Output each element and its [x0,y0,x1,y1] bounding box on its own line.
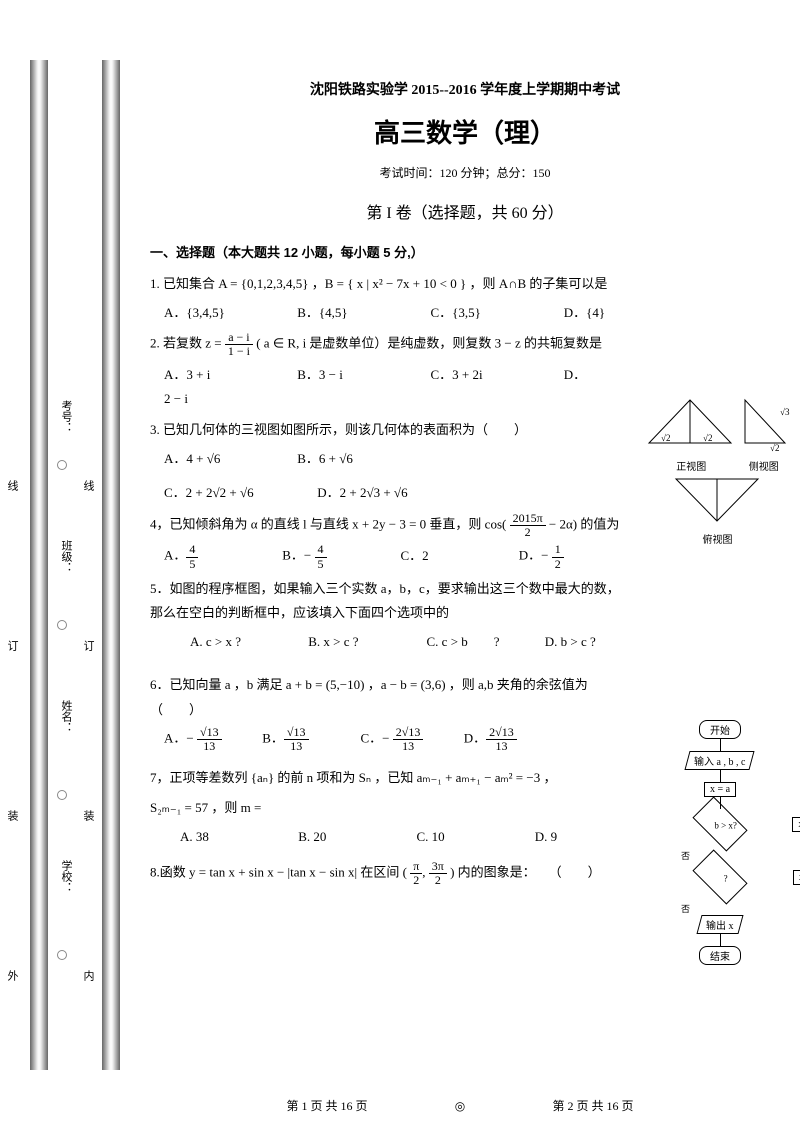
margin-inner-1: 内 [80,970,96,984]
margin-outer-3: 订 [4,640,20,654]
gradient-bar-right [102,60,120,1070]
q7-opt-b: B. 20 [298,825,413,850]
q2-pre: 2. 若复数 z = [150,336,225,351]
q5-stem: 5．如图的程序框图，如果输入三个实数 a，b，c，要求输出这三个数中最大的数，那… [150,577,630,626]
q5-opt-a: A. c > x ? [190,630,305,655]
q3-opt-b: B．6 + √6 [297,447,427,472]
fc-input: 输入 a , b , c [685,751,755,770]
q3-opt-d: D．2 + 2√3 + √6 [317,481,447,506]
side-view-label: 侧视图 [739,458,789,473]
footer-right: 第 2 页 共 16 页 [493,1097,693,1114]
q3-stem: 3. 已知几何体的三视图如图所示，则该几何体的表面积为（ ） [150,418,610,443]
margin-inner-2: 装 [80,810,96,824]
margin-outer-1: 外 [4,970,20,984]
top-view-icon [670,473,765,528]
front-view-label: 正视图 [646,458,736,473]
svg-text:√2: √2 [770,443,779,453]
q6-opt-d: D．2√1313 [464,726,579,753]
margin-inner-3: 订 [80,640,96,654]
fc-decision-1: b > x? [692,796,747,851]
q2-options: A．3 + i B．3 − i C．3 + 2i D． [150,363,780,388]
q4-pre: 4，已知倾斜角为 α 的直线 l 与直线 x + 2y − 3 = 0 垂直，则… [150,517,506,532]
flowchart-figure: 开始 输入 a , b , c x = a b > x? 是 x = b 否 ?… [645,720,795,965]
q6-stem: 6．已知向量 a ，b 满足 a + b = (5,−10) ，a − b = … [150,673,630,722]
side-view-icon: √3 √2 [740,395,792,455]
exam-title: 高三数学（理） [150,109,780,158]
q4-post: − 2α) 的值为 [549,517,619,532]
q4-opt-a: A．45 [164,543,279,570]
q7-opt-a: A. 38 [180,825,295,850]
footer-left: 第 1 页 共 16 页 [227,1097,427,1114]
q4-opt-d: D．− 12 [519,543,634,570]
section-heading: 一、选择题（本大题共 12 小题，每小题 5 分,） [150,241,780,266]
q2-opt-a: A．3 + i [164,363,294,388]
circle-marker [57,950,67,960]
top-view-label: 俯视图 [640,531,795,546]
binding-margin: 外 装 订 线 内 装 订 线 学校： 姓名： 班级： 考号： [0,0,130,1132]
q2-opt-b: B．3 − i [297,363,427,388]
q6-opt-a: A．− √1313 [164,726,259,753]
q4-options: A．45 B．− 45 C．2 D．− 12 [150,543,780,570]
q1-opt-a: A．{3,4,5} [164,301,294,326]
fc-assign-c: x = c [793,870,800,885]
q1-options: A．{3,4,5} B．{4,5} C．{3,5} D．{4} [150,301,780,326]
q6-opt-c: C．− 2√1313 [361,726,461,753]
field-class: 班级： [58,540,74,573]
part-title: 第 I 卷（选择题，共 60 分） [150,199,780,229]
q1-opt-c: C．{3,5} [431,301,561,326]
q4-fraction: 2015π 2 [510,512,546,539]
exam-meta: 考试时间：120 分钟；总分：150 [150,162,780,185]
q2-fraction: a − i 1 − i [225,331,253,358]
q3-opt-c: C．2 + 2√2 + √6 [164,481,314,506]
fc-output: 输出 x [697,915,744,934]
q1-opt-b: B．{4,5} [297,301,427,326]
svg-text:√3: √3 [780,407,790,417]
q1-opt-d: D．{4} [564,301,694,326]
footer-mid: ◎ [430,1099,490,1114]
q5-opt-d: D. b > c ? [545,630,660,655]
field-examno: 考号： [58,400,74,433]
q1-stem: 1. 已知集合 A = {0,1,2,3,4,5} ，B = { x | x² … [150,272,780,297]
fc-start: 开始 [699,720,741,739]
q2-stem: 2. 若复数 z = a − i 1 − i ( a ∈ R, i 是虚数单位）… [150,331,780,358]
circle-marker [57,460,67,470]
q2-post: ( a ∈ R, i 是虚数单位）是纯虚数，则复数 3 − z 的共轭复数是 [256,336,602,351]
three-views-figure: √2 √2 √3 √2 正视图 侧视图 俯视图 [640,395,795,546]
margin-inner-4: 线 [80,480,96,494]
q2-opt-d: D． [564,363,694,388]
q5-opt-b: B. x > c ? [308,630,423,655]
q7-opt-c: C. 10 [417,825,532,850]
fc-assign-1: x = a [704,782,736,797]
fc-end: 结束 [699,946,741,965]
q2-opt-c: C．3 + 2i [431,363,561,388]
circle-marker [57,790,67,800]
margin-outer-2: 装 [4,810,20,824]
circle-marker [57,620,67,630]
field-name: 姓名： [58,700,74,733]
q4-opt-b: B．− 45 [282,543,397,570]
front-view-icon: √2 √2 [643,395,738,455]
exam-header-1: 沈阳铁路实验学 2015--2016 学年度上学期期中考试 [150,78,780,105]
q7-stem: 7，正项等差数列 {aₙ} 的前 n 项和为 Sₙ ，已知 aₘ₋₁ + aₘ₊… [150,766,630,791]
q7-opt-d: D. 9 [535,825,650,850]
q3-opt-a: A．4 + √6 [164,447,294,472]
field-school: 学校： [58,860,74,893]
margin-outer-4: 线 [4,480,20,494]
svg-text:√2: √2 [703,433,712,443]
q5-options: A. c > x ? B. x > c ? C. c > b ? D. b > … [150,630,780,655]
svg-text:√2: √2 [661,433,670,443]
q4-opt-c: C．2 [401,544,516,569]
page-footer: 第 1 页 共 16 页 ◎ 第 2 页 共 16 页 [140,1097,780,1114]
gradient-bar-left [30,60,48,1070]
fc-assign-b: x = b [792,817,800,832]
q5-opt-c: C. c > b ? [427,630,542,655]
q6-opt-b: B．√1313 [262,726,357,753]
